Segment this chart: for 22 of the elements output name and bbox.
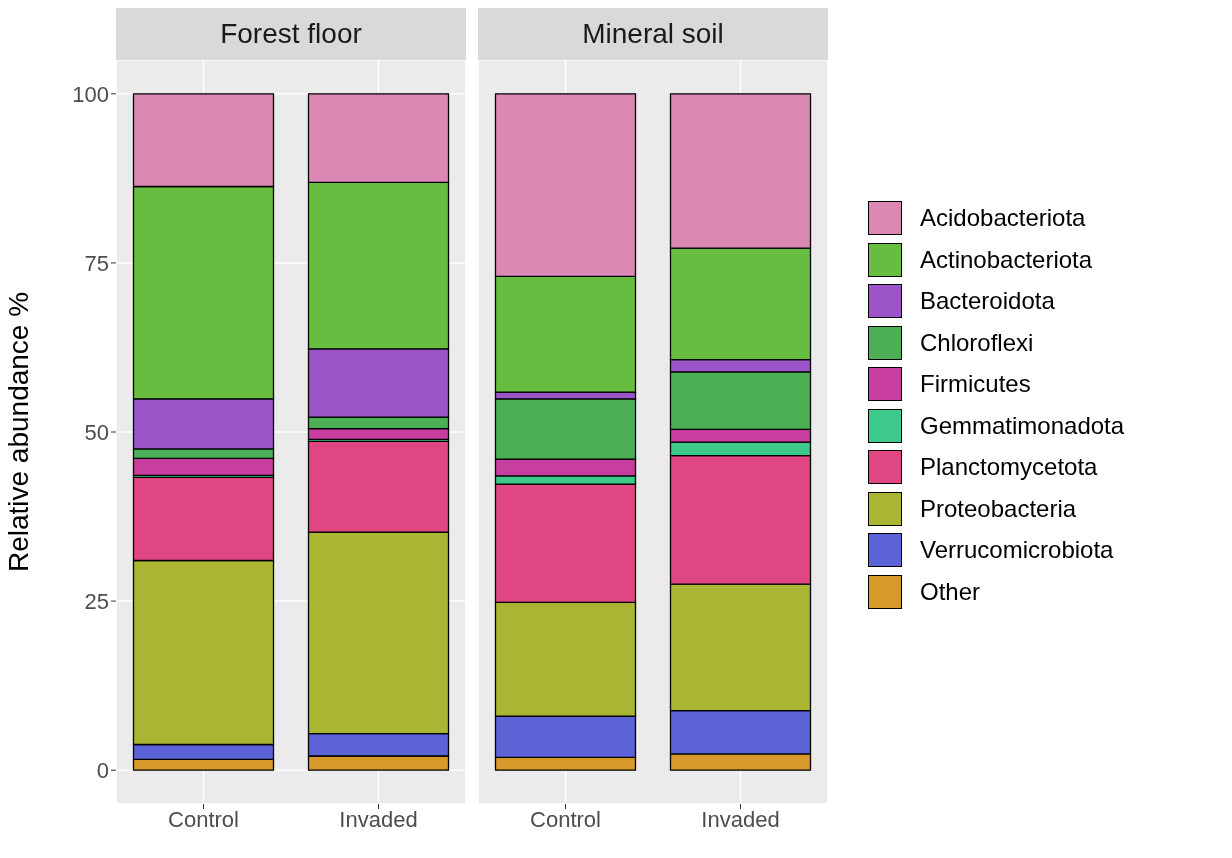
chart-title: Mineral soil bbox=[478, 8, 828, 60]
legend-label: Actinobacteriota bbox=[920, 245, 1093, 274]
y-tick-label: 50 bbox=[84, 419, 109, 445]
legend-label: Chloroflexi bbox=[920, 328, 1034, 357]
y-axis-title: Relative abundance % bbox=[2, 291, 34, 573]
x-tick-label: Control bbox=[168, 806, 239, 832]
y-tick-label: 100 bbox=[72, 81, 109, 107]
x-tick-label: Invaded bbox=[339, 806, 418, 832]
legend-label: Planctomycetota bbox=[920, 453, 1098, 482]
legend-label: Bacteroidota bbox=[920, 287, 1055, 316]
x-tick-label: Control bbox=[530, 806, 601, 832]
legend-label: Proteobacteria bbox=[920, 494, 1077, 523]
legend-label: Acidobacteriota bbox=[920, 204, 1086, 233]
legend-label: Firmicutes bbox=[920, 370, 1031, 399]
y-tick-label: 25 bbox=[84, 588, 109, 614]
legend-label: Gemmatimonadota bbox=[920, 411, 1125, 440]
legend-label: Verrucomicrobiota bbox=[920, 536, 1114, 565]
x-tick-label: Invaded bbox=[701, 806, 780, 832]
legend-label: Other bbox=[920, 577, 981, 606]
y-tick-label: 0 bbox=[96, 757, 109, 783]
y-tick-label: 75 bbox=[84, 250, 109, 276]
chart-title: Forest floor bbox=[116, 8, 466, 60]
